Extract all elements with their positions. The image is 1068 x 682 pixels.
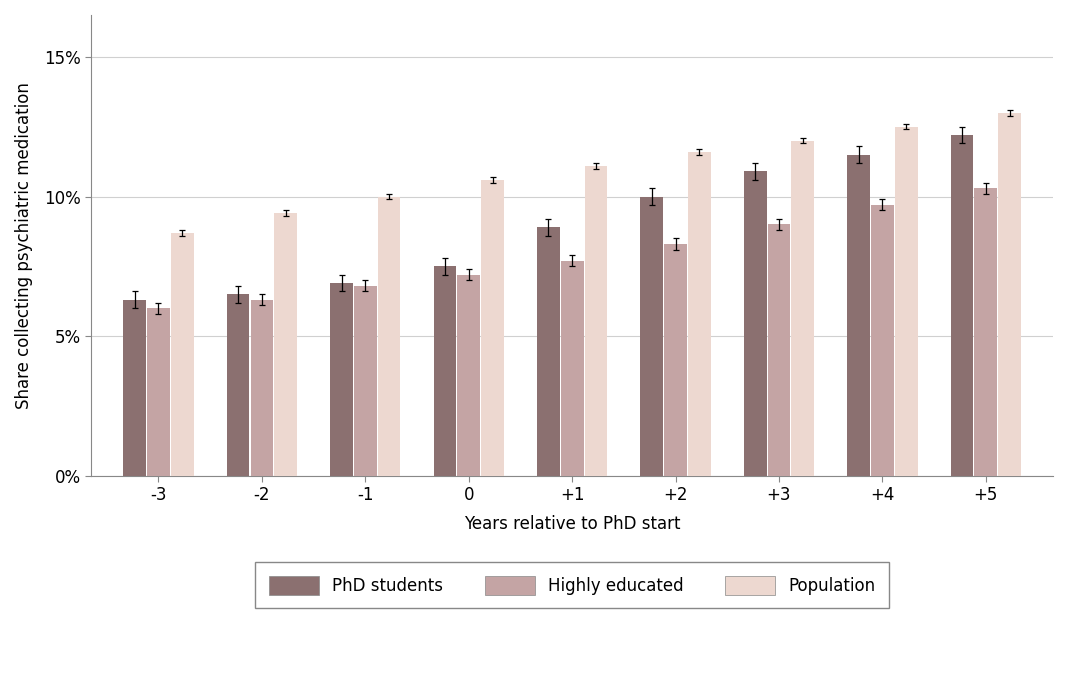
Bar: [561, 261, 583, 476]
Bar: [895, 127, 917, 476]
Bar: [584, 166, 608, 476]
Bar: [434, 266, 456, 476]
Bar: [871, 205, 894, 476]
Bar: [171, 233, 193, 476]
Bar: [354, 286, 377, 476]
Bar: [951, 135, 973, 476]
Y-axis label: Share collecting psychiatric medication: Share collecting psychiatric medication: [15, 82, 33, 409]
Bar: [123, 300, 146, 476]
Bar: [482, 180, 504, 476]
Bar: [743, 171, 767, 476]
X-axis label: Years relative to PhD start: Years relative to PhD start: [464, 516, 680, 533]
Bar: [378, 196, 400, 476]
Bar: [274, 213, 297, 476]
Bar: [791, 140, 814, 476]
Legend: PhD students, Highly educated, Population: PhD students, Highly educated, Populatio…: [255, 563, 889, 608]
Bar: [251, 300, 273, 476]
Bar: [847, 155, 870, 476]
Bar: [641, 196, 663, 476]
Bar: [664, 244, 687, 476]
Bar: [768, 224, 790, 476]
Bar: [999, 113, 1021, 476]
Bar: [537, 227, 560, 476]
Bar: [147, 308, 170, 476]
Bar: [226, 294, 250, 476]
Bar: [457, 275, 481, 476]
Bar: [330, 283, 352, 476]
Bar: [974, 188, 998, 476]
Bar: [688, 152, 710, 476]
